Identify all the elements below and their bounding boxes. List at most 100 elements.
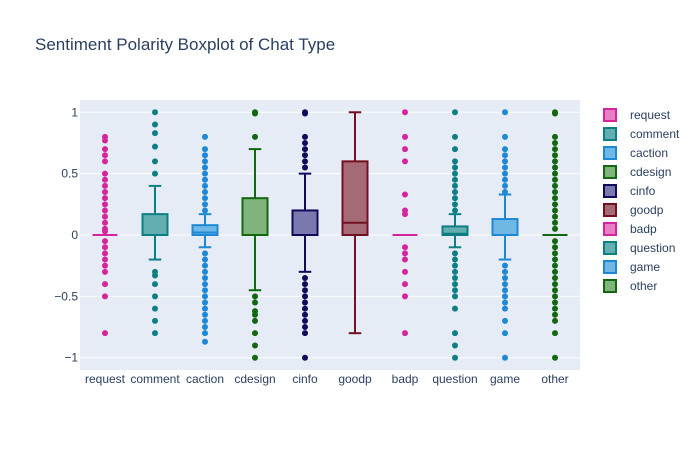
outlier-point [552,299,558,306]
iqr-box [441,225,469,236]
outlier-point [102,189,108,196]
outlier-point [252,354,258,361]
x-tick-label: game [490,372,520,386]
outlier-point [302,133,308,140]
box-series [92,109,568,361]
outlier-point [302,293,308,300]
outlier-point [452,262,458,269]
outlier-point [152,170,158,177]
iqr-box [191,224,219,237]
iqr-box [291,209,319,236]
outlier-point [202,305,208,312]
x-axis: request comment caction cdesign cinfo goodp ba… [85,372,569,386]
outlier-point [552,281,558,288]
outlier-point [252,110,258,117]
legend-item-other[interactable]: other [603,279,657,293]
chart-title: Sentiment Polarity Boxplot of Chat Type [35,35,335,54]
outlier-point [502,262,508,269]
iqr-box [491,218,519,237]
outlier-point [502,158,508,165]
outlier-point [552,293,558,300]
outlier-point [502,274,508,281]
legend-swatch [603,146,617,160]
legend-item-caction[interactable]: caction [603,146,668,160]
outlier-point [452,305,458,312]
outlier-point [102,158,108,165]
outlier-point [552,133,558,140]
outlier-point [452,250,458,257]
outlier-point [502,176,508,183]
outlier-point [102,195,108,202]
x-tick-label: comment [130,372,180,386]
outlier-point [202,146,208,153]
outlier-point [402,133,408,140]
outlier-point [452,268,458,275]
outlier-point [452,207,458,214]
outlier-point [302,146,308,153]
outlier-point [102,146,108,153]
y-tick-label: 1 [71,105,78,119]
outlier-point [302,158,308,165]
outlier-point [302,274,308,281]
outlier-point [552,152,558,159]
outlier-point [102,219,108,226]
legend-label: goodp [630,203,664,217]
outlier-point [552,317,558,324]
outlier-point [152,281,158,288]
outlier-point [452,195,458,202]
legend-label: comment [630,127,680,141]
legend-item-cdesign[interactable]: cdesign [603,165,671,179]
legend-item-goodp[interactable]: goodp [603,203,664,217]
outlier-point [302,287,308,294]
outlier-point [302,311,308,318]
outlier-point [202,170,208,177]
outlier-point [202,164,208,171]
legend-swatch [603,260,617,274]
outlier-point [102,213,108,220]
outlier-point [152,143,158,150]
legend-item-badp[interactable]: badp [603,222,657,236]
outlier-point [452,281,458,288]
outlier-point [402,256,408,263]
x-tick-label: goodp [338,372,372,386]
outlier-point [152,130,158,137]
legend-item-request[interactable]: request [603,108,671,122]
outlier-point [452,189,458,196]
legend-swatch [603,279,617,293]
outlier-point [202,281,208,288]
outlier-point [202,176,208,183]
outlier-point [402,268,408,275]
outlier-point [102,256,108,263]
outlier-point [452,109,458,116]
outlier-point [202,182,208,189]
legend-item-question[interactable]: question [603,241,675,255]
legend-item-game[interactable]: game [603,260,660,274]
legend-item-cinfo[interactable]: cinfo [603,184,656,198]
y-axis: 1 0.5 0 −0.5 −1 [54,105,78,364]
outlier-point [202,158,208,165]
outlier-point [552,305,558,312]
outlier-point [452,342,458,349]
box-cdesign [241,109,269,361]
outlier-point [402,293,408,300]
outlier-point [152,317,158,324]
outlier-point [452,287,458,294]
legend-swatch [603,108,617,122]
outlier-point [552,207,558,214]
legend-swatch [603,241,617,255]
outlier-point [452,146,458,153]
legend: request comment caction cdesign cinfo goodp ba… [603,108,680,293]
outlier-point [502,317,508,324]
legend-swatch [603,222,617,236]
outlier-point [252,311,258,318]
outlier-point [102,250,108,257]
outlier-point [102,293,108,300]
outlier-point [552,110,558,117]
box-badp [392,109,418,337]
outlier-point [302,299,308,306]
outlier-point [202,293,208,300]
x-tick-label: question [432,372,477,386]
legend-item-comment[interactable]: comment [603,127,680,141]
outlier-point [552,268,558,275]
outlier-point [252,299,258,306]
